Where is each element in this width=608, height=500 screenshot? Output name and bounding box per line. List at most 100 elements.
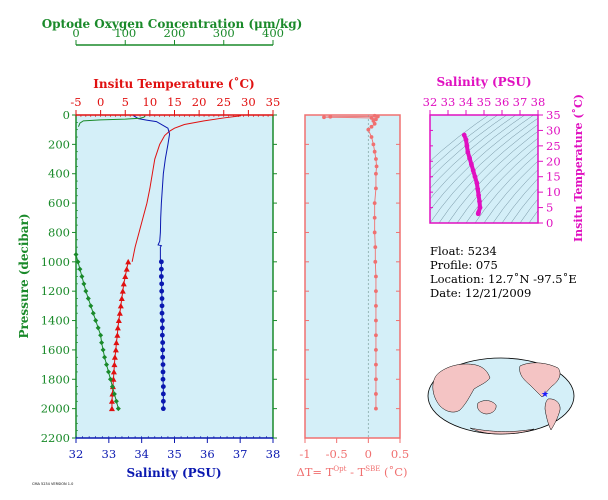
ts-salinity-axis-title: Salinity (PSU) xyxy=(436,75,531,89)
ts-salinity-tick-label: 33 xyxy=(441,95,456,109)
temperature-tick-label: 5 xyxy=(122,95,129,109)
delta-data-point xyxy=(369,135,374,139)
ts-density-contour xyxy=(430,115,508,179)
delta-data-point xyxy=(374,333,378,338)
temperature-tick-label: 10 xyxy=(143,95,158,109)
oxygen-data-point xyxy=(113,398,119,404)
ts-data-point xyxy=(477,205,483,210)
salinity-data-point xyxy=(159,310,165,316)
ts-data-point xyxy=(475,186,481,192)
pressure-tick-label: 2200 xyxy=(41,431,70,445)
oxygen-data-point xyxy=(77,266,83,272)
delta-data-point xyxy=(373,245,378,250)
main-panel-axes: 0200400600800100012001400160018002000220… xyxy=(41,26,284,461)
ts-data-point xyxy=(470,168,476,173)
main-panel-series xyxy=(73,115,242,412)
ts-density-contour xyxy=(430,115,490,162)
oxygen-tick-label: 400 xyxy=(262,26,284,40)
temperature-data-point xyxy=(115,317,122,324)
ts-density-contour xyxy=(510,187,538,223)
map-land-south-america xyxy=(544,398,561,431)
temperature-data-point xyxy=(114,332,121,338)
salinity-data-point xyxy=(160,391,166,397)
ts-salinity-tick-label: 35 xyxy=(477,95,492,109)
pressure-tick-label: 1400 xyxy=(41,314,70,328)
temperature-data-point xyxy=(111,354,118,360)
ts-panel-bg xyxy=(430,115,538,223)
delta-tick-label: -0.5 xyxy=(326,447,348,461)
salinity-data-point xyxy=(159,281,165,287)
ts-salinity-tick-label: 37 xyxy=(513,95,528,109)
ts-density-contour xyxy=(430,115,526,200)
oxygen-data-point xyxy=(111,391,117,397)
oxygen-data-point xyxy=(81,281,87,287)
delta-tick-label: 0.5 xyxy=(391,447,409,461)
temperature-data-point xyxy=(118,295,125,302)
salinity-tick-label: 35 xyxy=(167,447,182,461)
salinity-data-point xyxy=(159,318,165,323)
temperature-data-point xyxy=(122,273,129,279)
temperature-data-point xyxy=(125,258,132,265)
float-info-block: Float: 5234 Profile: 075 Location: 12.7˚… xyxy=(430,244,577,300)
ts-temperature-tick-label: 5 xyxy=(546,201,553,215)
oxygen-data-point xyxy=(85,296,91,302)
map-land-asia-europe xyxy=(432,363,491,413)
temperature-data-point xyxy=(114,324,121,331)
ts-temperature-tick-label: 20 xyxy=(546,154,561,168)
delta-data-point xyxy=(374,318,378,323)
salinity-data-point xyxy=(159,332,165,338)
delta-frame xyxy=(304,114,401,439)
pressure-tick-label: 400 xyxy=(48,167,70,181)
delta-data-point xyxy=(374,164,379,169)
delta-data-point xyxy=(374,186,378,191)
delta-data-point xyxy=(374,348,378,352)
pressure-tick-label: 1200 xyxy=(41,284,70,298)
delta-data-point xyxy=(372,215,377,220)
ts-data-point xyxy=(461,132,467,138)
delta-axis-title: ΔT= TOpt - TSBE (˚C) xyxy=(296,465,407,479)
pressure-tick-label: 1600 xyxy=(41,343,70,357)
temperature-tick-label: 15 xyxy=(167,95,182,109)
oxygen-data-point xyxy=(106,369,112,375)
delta-data-point xyxy=(374,171,378,176)
float-location-marker: ★ xyxy=(541,390,549,400)
temperature-data-point xyxy=(119,288,126,294)
pressure-tick-label: 2000 xyxy=(41,402,70,416)
oxygen-data-point xyxy=(109,384,115,390)
ts-data-point xyxy=(474,180,480,186)
salinity-data-point xyxy=(159,303,165,309)
salinity-tick-label: 34 xyxy=(134,447,149,461)
delta-data-point xyxy=(374,157,378,161)
ts-density-contour xyxy=(430,115,499,170)
delta-panel-bg xyxy=(305,115,400,438)
delta-data-point xyxy=(372,149,377,154)
ts-salinity-tick-label: 36 xyxy=(495,95,510,109)
ts-density-contour xyxy=(430,117,538,223)
oxygen-data-point xyxy=(107,376,113,382)
ts-panel-series xyxy=(461,132,483,217)
delta-data-point xyxy=(369,116,374,120)
temperature-data-point xyxy=(111,361,118,368)
oxygen-data-point xyxy=(93,318,99,324)
ts-data-point xyxy=(469,161,474,167)
ts-density-contour xyxy=(438,124,538,223)
ts-temperature-tick-label: 25 xyxy=(546,139,561,153)
salinity-tick-label: 37 xyxy=(233,447,248,461)
salinity-data-point xyxy=(160,384,166,390)
delta-data-point xyxy=(374,377,378,382)
salinity-tick-label: 33 xyxy=(102,447,117,461)
temperature-axis-title: Insitu Temperature (˚C) xyxy=(93,76,254,91)
delta-data-point xyxy=(366,127,371,132)
pressure-tick-label: 200 xyxy=(48,137,70,151)
ts-density-contour xyxy=(447,130,538,223)
pressure-tick-label: 1000 xyxy=(41,255,70,269)
ts-density-contour xyxy=(519,198,538,223)
oxygen-data-point xyxy=(75,259,81,265)
ts-temperature-tick-label: 35 xyxy=(546,108,561,122)
temperature-data-point xyxy=(123,266,130,272)
pressure-tick-label: 800 xyxy=(48,225,70,239)
ts-density-contour xyxy=(501,178,538,223)
ts-data-point xyxy=(475,211,481,217)
oxygen-profile-line xyxy=(77,115,146,127)
